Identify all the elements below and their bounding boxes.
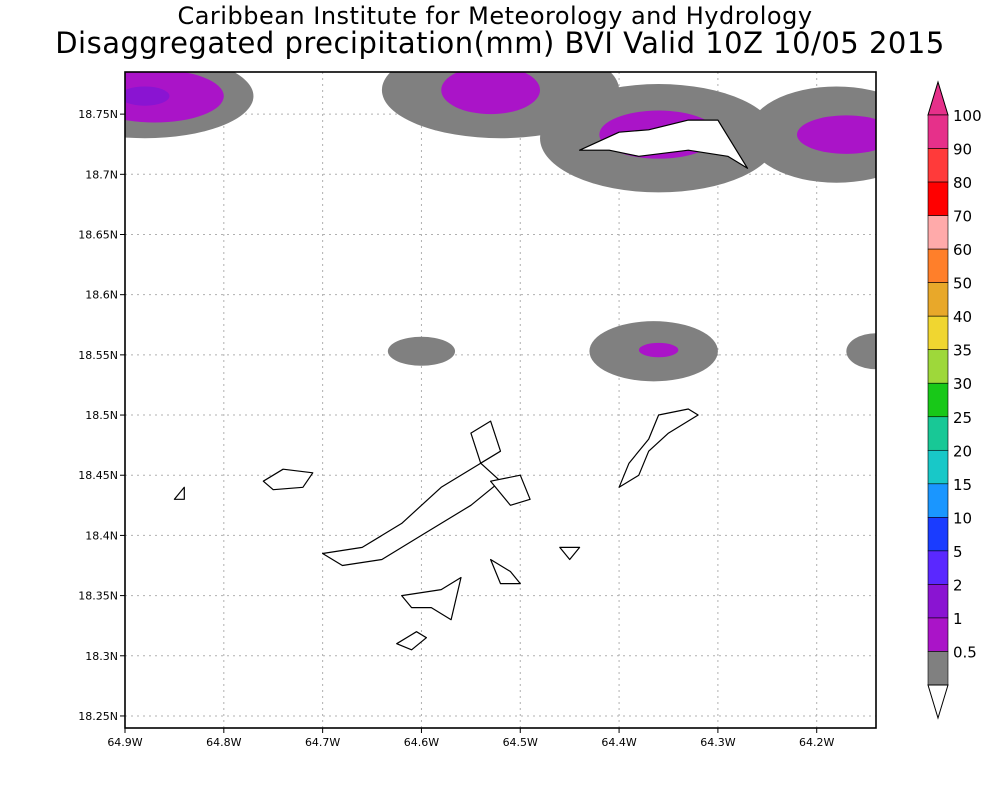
- colorbar-label: 10: [953, 509, 972, 527]
- precip-cell: [441, 72, 541, 115]
- island-outline: [470, 420, 502, 464]
- colorbar-swatch: [927, 584, 949, 619]
- lat-tick-label: 18.6N: [85, 289, 118, 302]
- lat-tick-label: 18.45N: [78, 469, 118, 482]
- colorbar-swatch: [927, 651, 949, 686]
- colorbar-swatch: [927, 617, 949, 652]
- precip-cell: [125, 72, 224, 123]
- lat-tick-label: 18.25N: [78, 710, 118, 723]
- lon-tick-label: 64.2W: [799, 736, 834, 749]
- lat-tick-label: 18.7N: [85, 168, 118, 181]
- lon-tick-label: 64.5W: [503, 736, 538, 749]
- lon-tick-label: 64.8W: [206, 736, 241, 749]
- colorbar-swatch: [927, 483, 949, 518]
- lon-tick-label: 64.7W: [305, 736, 340, 749]
- colorbar-label: 50: [953, 275, 972, 293]
- lat-tick-label: 18.65N: [78, 228, 118, 241]
- colorbar-label: 15: [953, 476, 972, 494]
- colorbar-swatch: [927, 181, 949, 216]
- colorbar-label: 60: [953, 241, 972, 259]
- map-title-line1: Caribbean Institute for Meteorology and …: [177, 2, 813, 30]
- axis-ticks: 64.9W 64.8W 64.7W 64.6W 64.5W 64.4W 64.3W 64.2W…: [78, 108, 834, 749]
- colorbar-label: 90: [953, 141, 972, 159]
- colorbar-swatch: [927, 282, 949, 317]
- precip-cell: [846, 333, 876, 370]
- precip-cell: [638, 342, 679, 358]
- lat-tick-label: 18.55N: [78, 349, 118, 362]
- colorbar-label: 30: [953, 375, 972, 393]
- island-outlines: [173, 119, 749, 651]
- precip-contours: [125, 72, 876, 382]
- map-frame: [124, 71, 877, 729]
- island-outline: [262, 468, 314, 491]
- lon-tick-label: 64.4W: [601, 736, 636, 749]
- colorbar-swatch: [927, 449, 949, 485]
- island-outline: [578, 119, 749, 169]
- colorbar-swatch: [927, 248, 949, 283]
- lon-tick-label: 64.9W: [107, 736, 142, 749]
- island-outline: [401, 576, 462, 621]
- island-outline: [396, 631, 427, 651]
- colorbar-swatch: [927, 215, 949, 250]
- colorbar-swatch: [927, 315, 949, 351]
- lat-tick-label: 18.3N: [85, 650, 118, 663]
- colorbar-label: 35: [953, 342, 972, 360]
- island-outline: [490, 558, 521, 585]
- lon-tick-label: 64.3W: [700, 736, 735, 749]
- colorbar-label: 100: [953, 107, 982, 125]
- precip-cell: [796, 115, 876, 154]
- lat-tick-label: 18.35N: [78, 590, 118, 603]
- colorbar-label: 5: [953, 543, 963, 561]
- colorbar-swatch: [927, 349, 949, 384]
- colorbar-label: 1: [953, 610, 963, 628]
- map-background: [125, 72, 876, 728]
- lat-tick-label: 18.75N: [78, 108, 118, 121]
- colorbar-label: 70: [953, 208, 972, 226]
- colorbar-label: 40: [953, 308, 972, 326]
- colorbar-label: 2: [953, 576, 963, 594]
- colorbar-label: 25: [953, 409, 972, 427]
- colorbar-bottom-arrow: [927, 684, 949, 720]
- colorbar-label: 0.5: [953, 643, 977, 661]
- lon-tick-label: 64.6W: [404, 736, 439, 749]
- island-outline: [559, 546, 581, 561]
- colorbar-label: 80: [953, 174, 972, 192]
- map-title-line2: Disaggregated precipitation(mm) BVI Vali…: [55, 26, 945, 60]
- colorbar-swatch: [927, 416, 949, 451]
- island-outline: [173, 486, 185, 500]
- colorbar-top-arrow: [927, 80, 949, 116]
- lat-tick-label: 18.4N: [85, 529, 118, 542]
- lat-tick-label: 18.5N: [85, 409, 118, 422]
- colorbar-label: 20: [953, 442, 972, 460]
- colorbar-swatch: [927, 382, 949, 418]
- colorbar-swatch: [927, 148, 949, 183]
- colorbar-swatch: [927, 517, 949, 552]
- precip-cell: [387, 336, 456, 366]
- colorbar-swatch: [927, 114, 949, 149]
- colorbar: 100 90 80 70 60 50 40 35 30 25 20 15 10 5 2 1 0.5: [927, 80, 982, 720]
- precip-cell: [125, 86, 170, 106]
- island-outline: [618, 408, 699, 488]
- island-outline: [490, 474, 531, 506]
- colorbar-swatch: [927, 550, 949, 585]
